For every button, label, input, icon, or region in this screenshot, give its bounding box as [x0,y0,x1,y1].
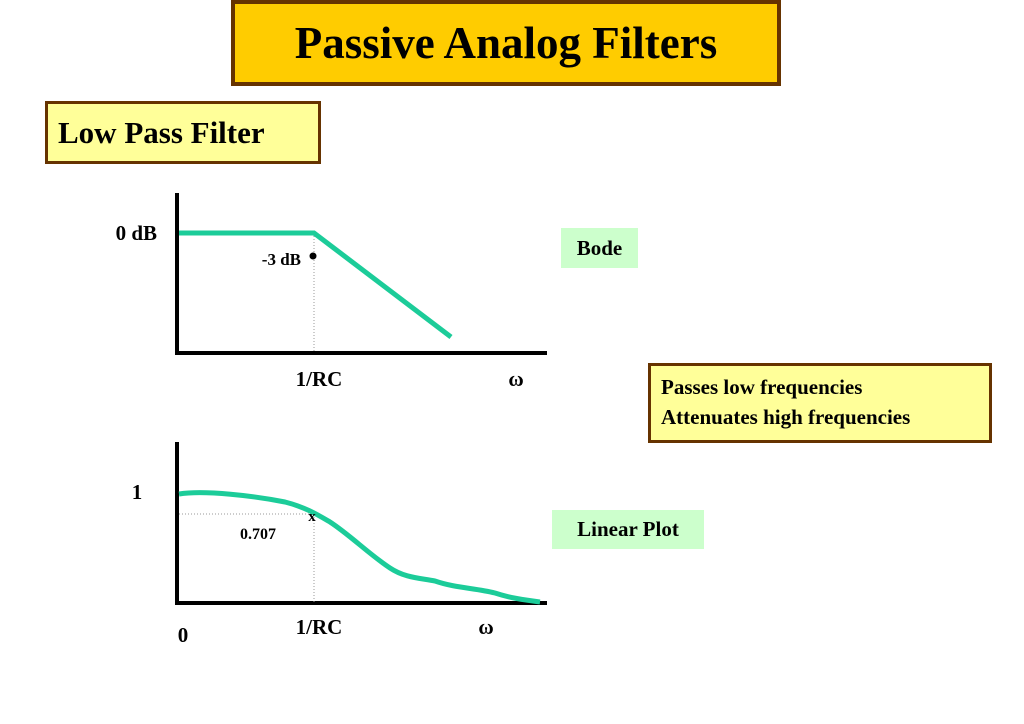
linear-plot: x 1 0.707 0 1/RC ω [132,442,547,647]
description-box: Passes low frequencies Attenuates high f… [648,363,992,443]
linear-plot-tag: Linear Plot [552,510,704,549]
linear-x-tick-label: 1/RC [296,615,343,639]
bode-3db-label: -3 dB [262,250,301,269]
page-title: Passive Analog Filters [231,0,781,86]
linear-origin-label: 0 [178,623,189,647]
linear-omega-label: ω [478,615,493,639]
description-line-2: Attenuates high frequencies [661,405,911,429]
bode-y-label: 0 dB [116,221,157,245]
section-title: Low Pass Filter [45,101,321,164]
linear-y-top-label: 1 [132,480,143,504]
bode-3db-point [309,252,317,260]
description-line-1: Passes low frequencies [661,375,863,399]
bode-x-tick-label: 1/RC [296,367,343,391]
linear-level-label: 0.707 [240,526,276,543]
linear-response-curve [178,490,541,605]
linear-cutoff-marker: x [308,509,316,525]
bode-plot-tag: Bode [561,228,638,268]
bode-response-curve [179,230,453,339]
bode-omega-label: ω [508,367,523,391]
bode-plot: 0 dB -3 dB 1/RC ω [116,193,547,391]
